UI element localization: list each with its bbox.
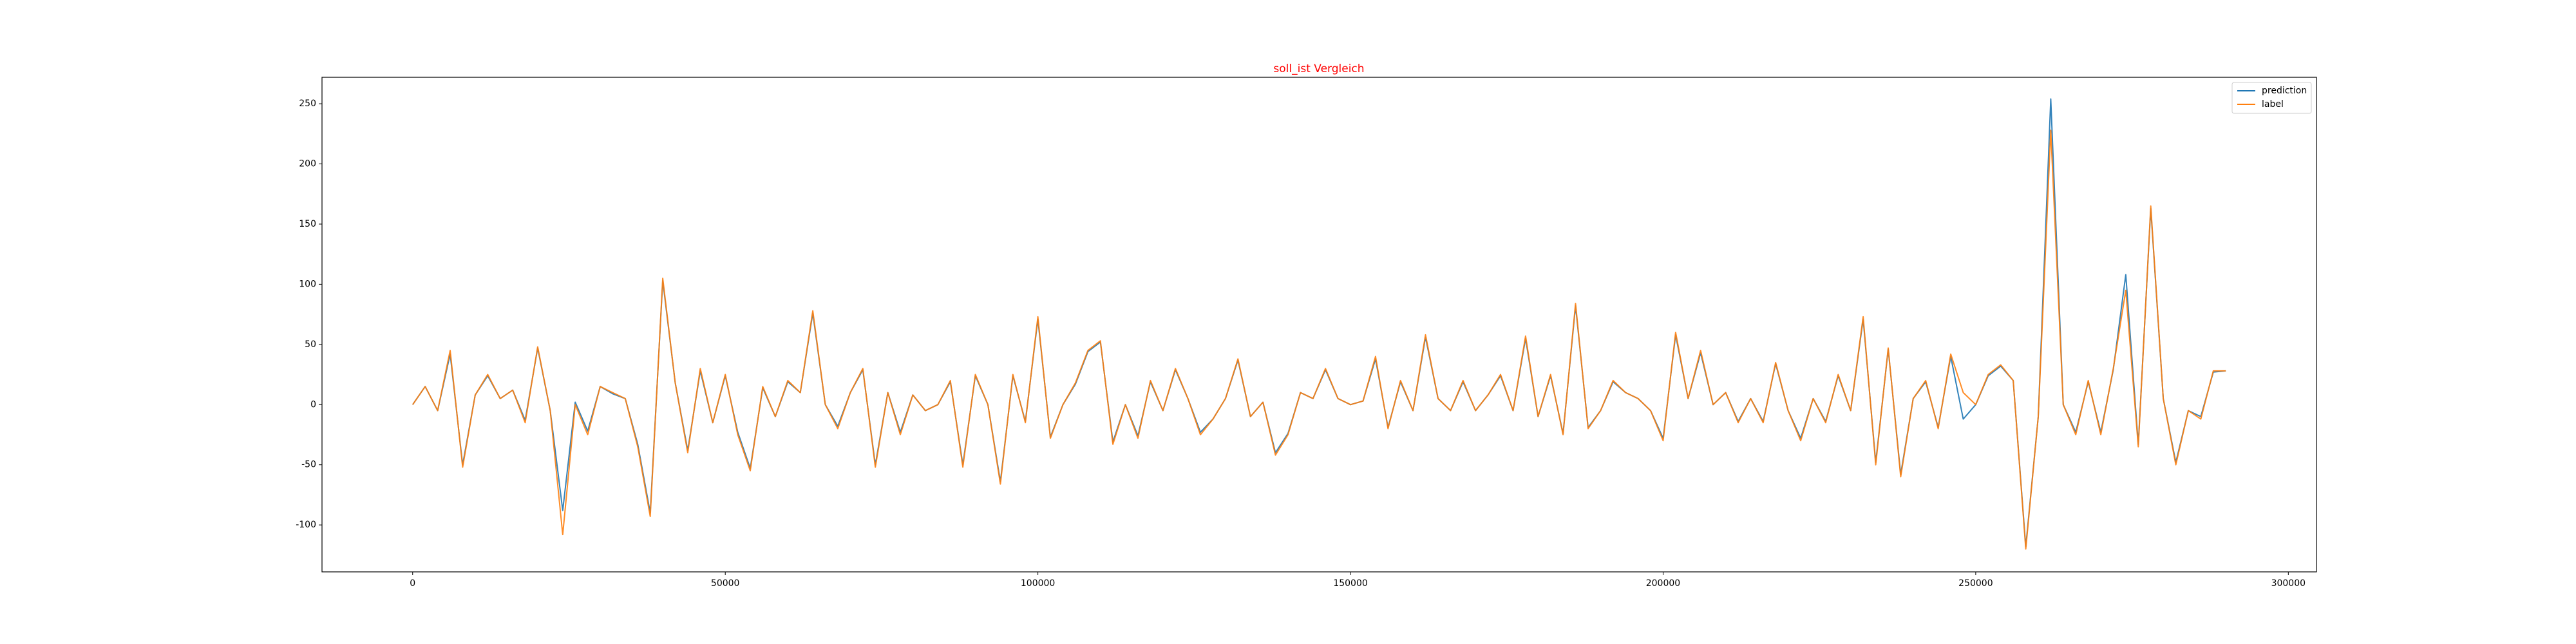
y-tick-label: -100: [296, 520, 316, 530]
x-tick-label: 250000: [1958, 578, 1993, 589]
y-tick-label: -50: [301, 460, 316, 470]
x-tick-label: 100000: [1021, 578, 1055, 589]
y-tick-label: 0: [310, 399, 316, 410]
x-tick-label: 0: [410, 578, 415, 589]
plot-frame: [321, 77, 2317, 573]
y-tick-label: 150: [299, 219, 316, 229]
x-tick-label: 50000: [711, 578, 740, 589]
y-tick-label: 50: [305, 339, 316, 350]
legend-label: prediction: [2262, 86, 2307, 96]
chart-title: soll_ist Vergleich: [1273, 62, 1364, 75]
y-tick-label: 250: [299, 99, 316, 109]
y-tick-label: 200: [299, 159, 316, 169]
legend-label: label: [2262, 99, 2284, 109]
y-tick-label: 100: [299, 279, 316, 289]
line-series: [412, 129, 2226, 550]
x-tick-label: 300000: [2271, 578, 2306, 589]
x-tick-label: 200000: [1646, 578, 1680, 589]
x-tick-label: 150000: [1333, 578, 1367, 589]
